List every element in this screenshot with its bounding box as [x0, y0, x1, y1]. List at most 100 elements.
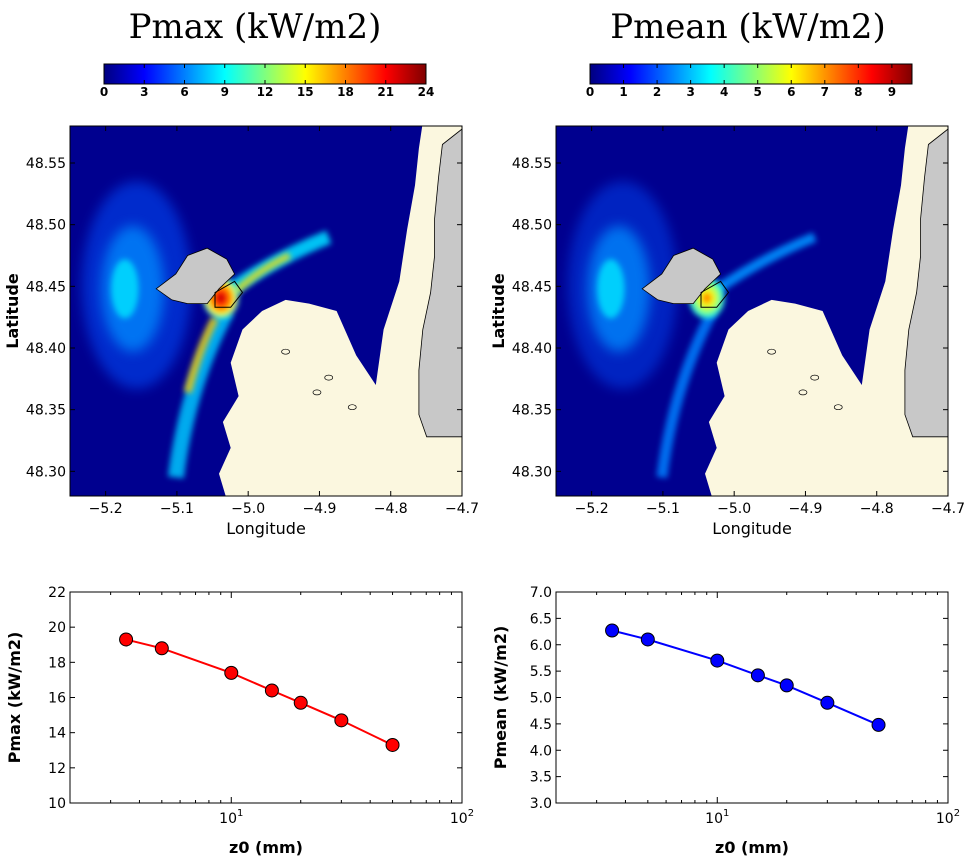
pmax-colorbar-tick-label: 6: [180, 85, 188, 99]
pmean-ytick-label: 48.35: [512, 403, 552, 419]
pmax-colorbar-tick-label: 0: [100, 85, 108, 99]
pmean-xtick-label: −4.8: [860, 501, 894, 517]
pmax-map-area: [70, 126, 462, 496]
pmax-jet-south: [167, 307, 234, 479]
pmean-ytick-label: 48.30: [512, 464, 552, 480]
pmean-z0-ytick-label: 7.0: [530, 585, 552, 601]
pmax-islet: [347, 404, 357, 411]
pmax-jet-south-hot: [183, 316, 219, 394]
pmean-xtick-label: −5.1: [646, 501, 680, 517]
pmax-z0-ytick-label: 10: [48, 796, 66, 812]
pmean-xtick-label: −4.7: [931, 501, 965, 517]
pmean-z0-ytick-label: 6.5: [530, 611, 552, 627]
pmean-z0-data-point: [710, 653, 725, 668]
pmean-z0-data-point: [605, 623, 620, 638]
pmean-colorbar-tick-label: 8: [854, 85, 862, 99]
pmean-z0-xtick-label: 102: [936, 808, 960, 827]
pmean-wave-core: [597, 259, 625, 319]
pmax-molene-outline: [214, 280, 244, 308]
pmean-ytick-label: 48.55: [512, 156, 552, 172]
pmax-ytick-label: 48.30: [26, 464, 66, 480]
pmean-z0-data-point: [750, 668, 765, 683]
pmax-xtick-label: −4.7: [445, 501, 479, 517]
pmax-z0-data-point: [224, 665, 239, 680]
pmax-colorbar-tick-label: 9: [221, 85, 229, 99]
pmean-z0-xtick-label: 101: [705, 808, 729, 827]
pmean-colorbar-tick-label: 6: [787, 85, 795, 99]
pmean-z0-chart: 3.0 3.5 4.0 4.5 5.0 5.5 6.0 6.5 7.0 101 102 z0 (mm)…: [491, 585, 960, 857]
pmean-colorbar-tick-label: 4: [720, 85, 728, 99]
pmean-z0-ytick-label: 4.0: [530, 743, 552, 759]
pmax-colorbar-tick-label: 12: [257, 85, 274, 99]
pmax-z0-ytick-label: 22: [48, 585, 66, 601]
pmean-islet: [810, 374, 820, 381]
pmax-xlabel: Longitude: [226, 519, 306, 538]
pmax-z0-xtick-label: 101: [219, 808, 243, 827]
pmax-z0-data-point: [154, 641, 169, 656]
pmean-title: Pmean (kW/m2): [610, 7, 886, 47]
pmax-map-frame: [69, 125, 463, 497]
pmean-z0-ytick-label: 3.0: [530, 796, 552, 812]
pmax-ouessant-island: [155, 247, 236, 304]
pmax-z0-xtick-label: 102: [450, 808, 474, 827]
pmax-mainland: [418, 128, 462, 438]
pmax-z0-ytick-label: 14: [48, 726, 66, 742]
pmean-colorbar: [589, 63, 913, 85]
pmax-islet: [312, 389, 322, 396]
pmax-map-panel: Pmax (kW/m2) 0 3 6 9 12 15 18 21 24 −5.2 −5.1 −5.0 −4…: [3, 7, 479, 538]
pmean-colorbar-tick-label: 7: [821, 85, 829, 99]
pmean-colorbar-tick-label: 9: [888, 85, 896, 99]
pmax-title: Pmax (kW/m2): [129, 7, 382, 47]
pmean-z0-ytick-label: 5.5: [530, 664, 552, 680]
pmean-z0-ytick-label: 6.0: [530, 638, 552, 654]
pmax-xtick-label: −4.9: [302, 501, 336, 517]
pmean-ylabel: Latitude: [489, 273, 508, 349]
pmean-xtick-label: −5.2: [575, 501, 609, 517]
pmean-islet: [767, 348, 776, 355]
pmean-colorbar-tick-label: 1: [619, 85, 627, 99]
pmean-z0-ytick-label: 5.0: [530, 691, 552, 707]
pmax-colorbar-tick-label: 24: [418, 85, 435, 99]
pmax-islet: [324, 374, 334, 381]
pmean-z0-data-point: [820, 695, 835, 710]
pmean-colorbar-tick-label: 2: [653, 85, 661, 99]
pmean-z0-xlabel: z0 (mm): [715, 838, 789, 857]
pmean-mainland: [904, 128, 948, 438]
pmean-z0-ylabel: Pmean (kW/m2): [491, 626, 510, 770]
pmean-z0-ytick-label: 4.5: [530, 717, 552, 733]
pmean-map-panel: Pmean (kW/m2) 0 1 2 3 4 5 6 7 8 9 −5.2 −5.1 −5.0 −4.9 −…: [489, 7, 965, 538]
pmean-xtick-label: −4.9: [788, 501, 822, 517]
pmax-z0-ylabel: Pmax (kW/m2): [5, 632, 24, 764]
pmean-colorbar-tick-label: 3: [686, 85, 694, 99]
pmax-colorbar-tick-label: 15: [297, 85, 314, 99]
pmax-ytick-label: 48.45: [26, 279, 66, 295]
pmean-map-area: [556, 126, 948, 496]
pmax-colorbar-tick-label: 18: [337, 85, 354, 99]
pmax-xtick-label: −5.2: [89, 501, 123, 517]
pmean-colorbar-tick-label: 5: [754, 85, 762, 99]
pmean-islet: [798, 389, 808, 396]
pmax-z0-data-point: [119, 632, 134, 647]
pmean-map-frame: [555, 125, 949, 497]
pmax-ytick-label: 48.40: [26, 341, 66, 357]
pmax-xtick-label: −4.8: [374, 501, 408, 517]
pmean-ouessant-island: [641, 247, 722, 304]
pmax-ylabel: Latitude: [3, 273, 22, 349]
pmean-z0-data-point: [779, 678, 794, 693]
pmax-z0-xlabel: z0 (mm): [229, 838, 303, 857]
pmax-z0-ytick-label: 12: [48, 761, 66, 777]
pmax-z0-data-point: [264, 683, 279, 698]
pmax-z0-ytick-label: 16: [48, 691, 66, 707]
pmax-xtick-label: −5.1: [160, 501, 194, 517]
pmax-z0-chart: 10 12 14 16 18 20 22 101 102 z0 (mm) Pmax (kW/m2): [5, 585, 474, 857]
pmean-ytick-label: 48.50: [512, 218, 552, 234]
pmean-shallow-land: [705, 126, 948, 496]
pmax-shallow-land: [219, 126, 462, 496]
pmax-xtick-label: −5.0: [231, 501, 265, 517]
pmax-z0-data-point: [293, 695, 308, 710]
pmean-z0-data-point: [640, 632, 655, 647]
pmax-islet: [281, 348, 290, 355]
pmean-z0-data-point: [871, 717, 886, 732]
pmean-ytick-label: 48.45: [512, 279, 552, 295]
pmax-ytick-label: 48.50: [26, 218, 66, 234]
